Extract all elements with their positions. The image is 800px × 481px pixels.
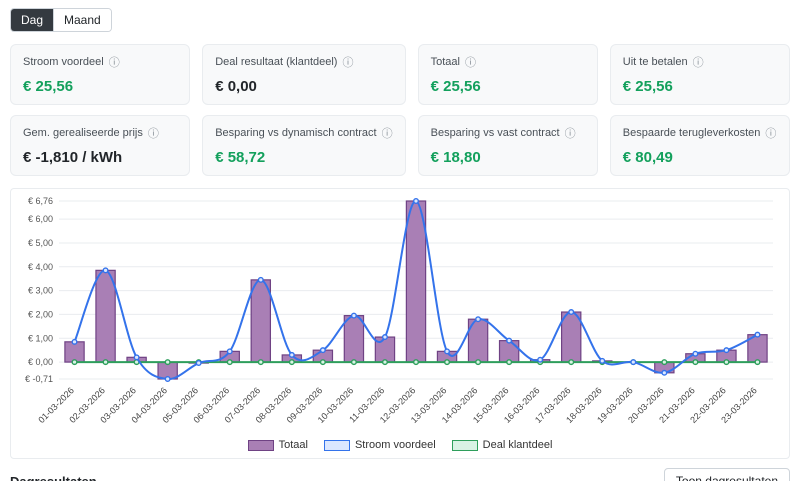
stat-card-label-text: Totaal: [430, 56, 460, 68]
info-icon[interactable]: ⓘ: [108, 57, 120, 69]
toggle-maand[interactable]: Maand: [53, 9, 111, 31]
info-icon[interactable]: ⓘ: [464, 57, 476, 69]
legend-swatch: [451, 439, 478, 451]
stat-card-label: Bespaarde terugleverkosten ⓘ: [623, 125, 777, 141]
svg-text:€ 5,00: € 5,00: [28, 238, 53, 248]
stat-card-value: € 80,49: [622, 149, 673, 166]
svg-text:€ -0,71: € -0,71: [25, 374, 53, 384]
stat-card-label-text: Uit te betalen: [622, 56, 688, 68]
info-icon[interactable]: ⓘ: [342, 57, 354, 69]
stat-card-label: Deal resultaat (klantdeel) ⓘ: [215, 54, 392, 70]
section-title: Dagresultaten: [10, 473, 97, 481]
svg-text:€ 1,00: € 1,00: [28, 333, 53, 343]
stat-card: Besparing vs dynamisch contract ⓘ € 58,72: [202, 115, 406, 176]
svg-text:€ 6,76: € 6,76: [28, 196, 53, 206]
stat-card-label: Besparing vs dynamisch contract ⓘ: [215, 125, 392, 141]
stat-card-label: Gem. gerealiseerde prijs ⓘ: [23, 125, 177, 141]
legend-item[interactable]: Deal klantdeel: [451, 439, 553, 451]
stat-card-value: € -1,810 / kWh: [23, 149, 123, 166]
stat-card-label-text: Besparing vs dynamisch contract: [215, 127, 377, 139]
stat-card: Gem. gerealiseerde prijs ⓘ € -1,810 / kWh: [10, 115, 191, 176]
legend-swatch: [247, 439, 274, 451]
stat-card-value: € 0,00: [215, 78, 257, 95]
svg-text:€ 4,00: € 4,00: [28, 262, 53, 272]
stat-cards-grid: Stroom voordeel ⓘ € 25,56 Deal resultaat (k…: [10, 44, 790, 176]
stat-card-label-text: Besparing vs vast contract: [430, 127, 560, 139]
stat-card: Bespaarde terugleverkosten ⓘ € 80,49: [609, 115, 790, 176]
legend-item[interactable]: Stroom voordeel: [323, 439, 436, 451]
legend-item[interactable]: Totaal: [247, 439, 308, 451]
info-icon[interactable]: ⓘ: [692, 57, 704, 69]
stat-card-label: Uit te betalen ⓘ: [623, 54, 777, 70]
info-icon[interactable]: ⓘ: [381, 128, 393, 140]
stat-card: Uit te betalen ⓘ € 25,56: [609, 44, 790, 105]
stat-card-label: Besparing vs vast contract ⓘ: [431, 125, 585, 141]
toggle-dag[interactable]: Dag: [11, 9, 54, 31]
legend-label: Stroom voordeel: [354, 439, 436, 451]
footer-bar: Dagresultaten Toon dagresultaten: [10, 468, 790, 481]
chart-container: € 6,76 € 6,00 € 5,00 € 4,00 € 3,00 € 2,00 € 1,…: [10, 188, 790, 459]
info-icon[interactable]: ⓘ: [147, 128, 159, 140]
period-toggle: Dag Maand: [10, 8, 112, 32]
stat-card: Besparing vs vast contract ⓘ € 18,80: [417, 115, 598, 176]
stat-card-label-text: Bespaarde terugleverkosten: [622, 127, 761, 139]
svg-text:€ 0,00: € 0,00: [28, 357, 53, 367]
svg-text:€ 3,00: € 3,00: [28, 286, 53, 296]
stat-card-label: Stroom voordeel ⓘ: [23, 54, 177, 70]
info-icon[interactable]: ⓘ: [765, 128, 777, 140]
toon-dagresultaten-button[interactable]: Toon dagresultaten: [663, 468, 790, 481]
stat-card-label-text: Deal resultaat (klantdeel): [215, 56, 338, 68]
legend-label: Deal klantdeel: [482, 439, 553, 451]
stat-card: Deal resultaat (klantdeel) ⓘ € 0,00: [202, 44, 406, 105]
stat-card-label-text: Gem. gerealiseerde prijs: [23, 127, 143, 139]
stat-card-label-text: Stroom voordeel: [23, 56, 104, 68]
legend-swatch: [323, 439, 350, 451]
svg-text:€ 2,00: € 2,00: [28, 309, 53, 319]
legend-label: Totaal: [278, 439, 308, 451]
svg-text:€ 6,00: € 6,00: [28, 214, 53, 224]
stat-card-value: € 25,56: [622, 78, 673, 95]
stat-card-value: € 58,72: [215, 149, 266, 166]
stat-card: Stroom voordeel ⓘ € 25,56: [10, 44, 191, 105]
stat-card-value: € 18,80: [430, 149, 481, 166]
chart-legend: Totaal Stroom voordeel Deal klantdeel: [13, 438, 787, 456]
stat-card-label: Totaal ⓘ: [431, 54, 585, 70]
results-chart[interactable]: € 6,76 € 6,00 € 5,00 € 4,00 € 3,00 € 2,00 € 1,…: [13, 193, 785, 433]
info-icon[interactable]: ⓘ: [564, 128, 576, 140]
stat-card: Totaal ⓘ € 25,56: [417, 44, 598, 105]
stat-card-value: € 25,56: [23, 78, 74, 95]
stat-card-value: € 25,56: [430, 78, 481, 95]
